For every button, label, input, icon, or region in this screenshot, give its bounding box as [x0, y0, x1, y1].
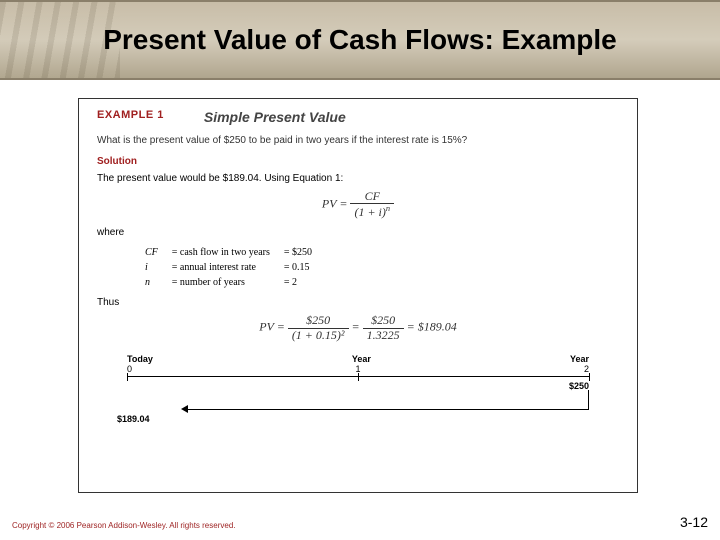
tl-label-1: Year — [352, 354, 371, 364]
footer: Copyright © 2006 Pearson Addison-Wesley.… — [12, 514, 708, 530]
n-symbol: n — [139, 276, 164, 289]
tl-label-0: Today — [127, 354, 153, 364]
cf-desc: = cash flow in two years — [166, 246, 276, 259]
page-number: 3-12 — [680, 514, 708, 530]
copyright-text: Copyright © 2006 Pearson Addison-Wesley.… — [12, 521, 236, 530]
example-label: EXAMPLE 1 — [97, 109, 164, 125]
calculation-formula: PV = $250 (1 + 0.15)² = $250 1.3225 = $1… — [97, 314, 619, 341]
calc1-den: (1 + 0.15)² — [288, 329, 349, 342]
title-header: Present Value of Cash Flows: Example — [0, 0, 720, 80]
calc2-den: 1.3225 — [363, 329, 404, 342]
calc-result: = $189.04 — [407, 320, 457, 334]
timeline-axis — [127, 376, 589, 377]
timeline-pv-value: $189.04 — [117, 414, 150, 424]
equals-1: = — [352, 320, 363, 334]
n-desc: = number of years — [166, 276, 276, 289]
def-row-i: i = annual interest rate = 0.15 — [139, 261, 318, 274]
calc1-num: $250 — [288, 314, 349, 328]
calc-lhs: PV = — [259, 320, 285, 334]
example-header-row: EXAMPLE 1 Simple Present Value — [97, 109, 619, 125]
def-row-cf: CF = cash flow in two years = $250 — [139, 246, 318, 259]
formula-numerator: CF — [350, 190, 394, 204]
def-row-n: n = number of years = 2 — [139, 276, 318, 289]
i-val: = 0.15 — [278, 261, 318, 274]
solution-label: Solution — [97, 156, 619, 167]
i-desc: = annual interest rate — [166, 261, 276, 274]
tl-end-value: $250 — [569, 381, 589, 391]
calc2-num: $250 — [363, 314, 404, 328]
variable-definitions: CF = cash flow in two years = $250 i = a… — [137, 244, 619, 291]
timeline-diagram: Today Year Year 0 1 2 $250 $189.04 — [97, 354, 619, 434]
n-val: = 2 — [278, 276, 318, 289]
example-box: EXAMPLE 1 Simple Present Value What is t… — [78, 98, 638, 493]
thus-label: Thus — [97, 297, 619, 308]
solution-intro: The present value would be $189.04. Usin… — [97, 173, 619, 184]
where-label: where — [97, 227, 619, 238]
cf-val: = $250 — [278, 246, 318, 259]
tl-label-2: Year — [570, 354, 589, 364]
formula-lhs: PV = — [322, 196, 348, 210]
page-title: Present Value of Cash Flows: Example — [103, 24, 617, 56]
example-name: Simple Present Value — [204, 109, 346, 125]
example-question: What is the present value of $250 to be … — [97, 135, 619, 146]
timeline-arrow — [127, 402, 589, 418]
cf-symbol: CF — [139, 246, 164, 259]
general-formula: PV = CF (1 + i)n — [97, 190, 619, 219]
formula-denominator: (1 + i)n — [350, 204, 394, 219]
i-symbol: i — [139, 261, 164, 274]
header-decoration — [0, 2, 120, 78]
